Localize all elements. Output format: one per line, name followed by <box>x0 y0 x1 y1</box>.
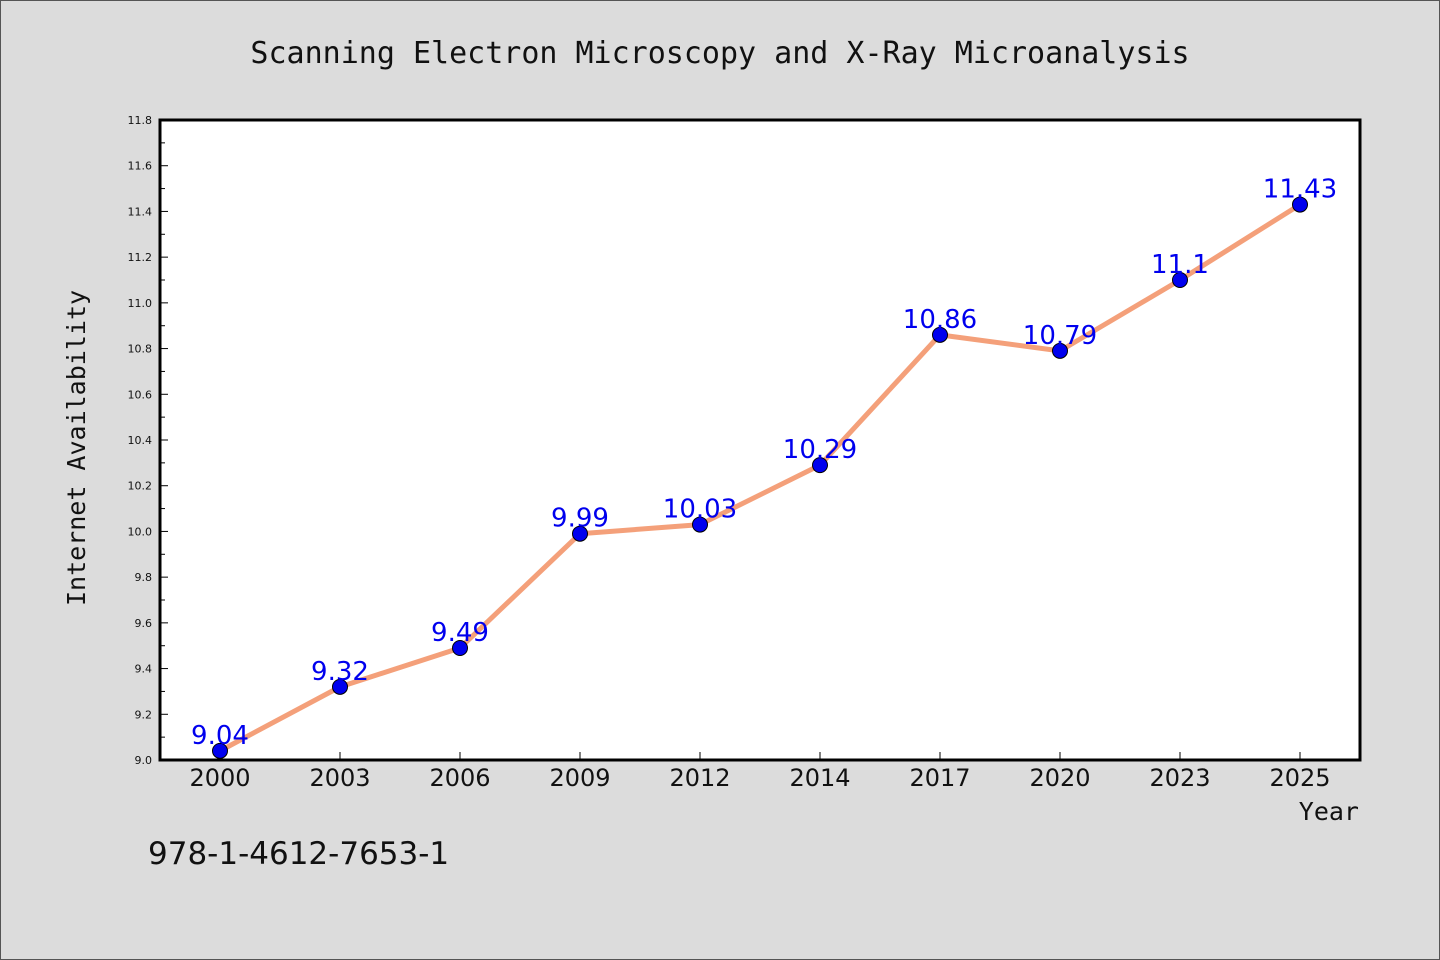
series-line <box>218 202 1302 754</box>
data-label: 10.29 <box>783 435 857 465</box>
x-tick-label: 2012 <box>669 764 730 792</box>
data-point <box>1292 196 1308 213</box>
x-tick-label: 2017 <box>909 764 970 792</box>
data-label: 11.43 <box>1263 175 1337 205</box>
data-labels: 9.04 9.32 9.49 9.99 10.03 10.29 10.86 10.79 11.1… <box>191 175 1337 751</box>
data-point <box>932 326 948 343</box>
y-axis-title: Internet Availability <box>62 290 91 606</box>
data-label: 9.99 <box>551 504 609 534</box>
plot-area <box>158 118 1362 762</box>
data-label: 9.49 <box>431 618 489 648</box>
data-label: 11.1 <box>1151 250 1209 280</box>
data-point <box>812 457 828 474</box>
data-point <box>692 516 708 533</box>
data-label: 9.32 <box>311 657 369 687</box>
data-label: 10.03 <box>663 495 737 525</box>
y-tick-label: 11.0 <box>128 297 153 310</box>
y-tick-label: 11.2 <box>128 251 153 264</box>
y-tick-label: 9.8 <box>135 571 153 584</box>
y-tick-label: 10.2 <box>128 480 153 493</box>
y-tick-label: 11.8 <box>128 114 153 127</box>
data-point <box>212 742 228 759</box>
y-tick-label: 9.2 <box>135 708 153 721</box>
data-label: 10.86 <box>903 305 977 335</box>
data-point <box>332 678 348 695</box>
y-tick-label: 11.4 <box>128 205 153 218</box>
y-tick-label: 10.6 <box>128 388 153 401</box>
data-point <box>1052 342 1068 359</box>
x-axis: 2000 2003 2006 2009 2012 2014 2017 2020 2023 2025 <box>189 752 1331 792</box>
y-tick-label: 10.4 <box>128 434 153 447</box>
series-group <box>212 196 1308 759</box>
x-tick-label: 2000 <box>189 764 250 792</box>
data-label: 10.79 <box>1023 321 1097 351</box>
x-axis-title: Year <box>1299 797 1359 826</box>
chart-title: Scanning Electron Microscopy and X-Ray M… <box>250 36 1189 71</box>
y-tick-label: 9.0 <box>135 754 153 767</box>
y-tick-label: 10.0 <box>128 525 153 538</box>
x-tick-label: 2025 <box>1269 764 1330 792</box>
x-tick-label: 2009 <box>549 764 610 792</box>
y-tick-label: 10.8 <box>128 343 153 356</box>
y-tick-label: 11.6 <box>128 160 153 173</box>
x-tick-label: 2003 <box>309 764 370 792</box>
data-point <box>1172 272 1188 288</box>
x-tick-label: 2014 <box>789 764 850 792</box>
x-tick-label: 2006 <box>429 764 490 792</box>
y-axis: 9.0 9.2 9.4 9.6 9.8 10.0 10.2 10.4 10.6 10.8 11.0 1… <box>128 114 168 767</box>
data-point <box>452 640 468 656</box>
data-point <box>572 525 588 542</box>
y-tick-label: 9.6 <box>135 617 153 630</box>
data-label: 9.04 <box>191 721 249 751</box>
y-tick-label: 9.4 <box>135 663 153 676</box>
isbn-label: 978-1-4612-7653-1 <box>148 836 449 872</box>
x-tick-label: 2023 <box>1149 764 1210 792</box>
x-tick-label: 2020 <box>1029 764 1090 792</box>
